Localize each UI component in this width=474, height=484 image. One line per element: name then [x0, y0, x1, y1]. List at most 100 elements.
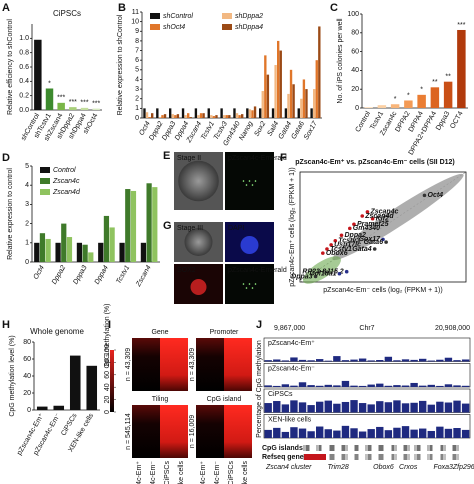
- heat-column: [238, 405, 252, 458]
- track-bar: [316, 426, 324, 438]
- tile-label: DAPI: [228, 225, 244, 232]
- point: [372, 247, 377, 251]
- bar: [235, 113, 239, 118]
- point-label: Gata4: [352, 246, 372, 253]
- colorbar: [110, 350, 114, 412]
- y-axis-label: pZscan4c-Em⁺ cells (log₂ (FPKM + 1)): [289, 167, 296, 286]
- annotation-row-label: Refseq genes: [262, 454, 308, 461]
- heat-column: [210, 338, 224, 391]
- y-tick-label: 1: [135, 105, 139, 112]
- track-bar: [453, 385, 461, 387]
- y-axis-label: Relative expression to control: [7, 168, 14, 260]
- track-bar: [393, 385, 401, 387]
- point-label: Sox17: [359, 236, 381, 243]
- bar: [146, 183, 152, 262]
- point: [344, 269, 349, 274]
- row-count: n = 16,009: [189, 415, 196, 448]
- column-label: CiPSCs: [164, 461, 171, 484]
- track-bar: [461, 359, 470, 362]
- bar: [228, 115, 231, 118]
- point: [321, 251, 325, 255]
- bar: [57, 102, 65, 110]
- bar: [169, 108, 172, 118]
- bar: [261, 91, 264, 118]
- y-tick-label: 20: [23, 390, 31, 397]
- x-tick-label: Zscan4: [135, 264, 153, 288]
- y-tick-label: 5: [25, 163, 29, 170]
- panel-title: Tiling: [152, 396, 169, 403]
- track-bar: [316, 385, 324, 387]
- track-bar: [393, 427, 401, 438]
- point-label: Gata6: [364, 239, 384, 246]
- track-bar: [264, 429, 272, 438]
- nucleus: [190, 279, 207, 295]
- legend-label: Control: [53, 167, 76, 174]
- track-bar: [290, 400, 298, 413]
- bar: [302, 79, 306, 118]
- point: [422, 193, 427, 198]
- bar: [212, 116, 216, 118]
- bar: [430, 87, 440, 108]
- gene-label: Zscan4 cluster: [265, 464, 312, 471]
- panel-title: CpG island: [207, 396, 242, 403]
- point-label: Dppa3: [291, 273, 313, 280]
- track-bar: [376, 383, 384, 387]
- bar: [457, 29, 466, 109]
- significance: *: [407, 92, 410, 99]
- y-tick-label: 0: [355, 105, 359, 112]
- significance: ***: [457, 22, 465, 29]
- track-bar: [350, 359, 358, 362]
- track-bar: [401, 385, 410, 387]
- y-tick-label: 0.6: [19, 64, 29, 71]
- track-bar: [461, 403, 470, 413]
- bar: [417, 94, 426, 108]
- bar: [274, 65, 277, 118]
- y-tick-label: 80: [351, 30, 359, 37]
- heat-column: [224, 338, 238, 391]
- bar: [194, 108, 198, 118]
- y-tick-label: 3: [135, 86, 139, 93]
- bar: [187, 113, 190, 118]
- x-tick-label: Control: [355, 110, 373, 133]
- point-label: Oct4: [428, 192, 444, 199]
- point: [381, 237, 385, 242]
- bar: [98, 242, 104, 262]
- legend-swatch: [40, 189, 50, 195]
- bar: [300, 98, 303, 118]
- y-tick-label: 0.0: [19, 107, 29, 114]
- point-label: Gm4340: [353, 225, 380, 232]
- column-label: pZscan4c-Em⁺: [200, 461, 207, 484]
- bar: [130, 190, 137, 262]
- column-label: XEN-like cells: [178, 461, 185, 484]
- track-bar: [436, 359, 444, 362]
- bar: [82, 244, 88, 262]
- point-label: Obox6: [326, 250, 348, 257]
- track-bar: [281, 384, 290, 387]
- bar: [34, 242, 40, 262]
- significance: *: [394, 96, 397, 103]
- point: [339, 233, 344, 238]
- colorbar-tick-label: 0: [104, 410, 111, 414]
- track-bar: [273, 385, 281, 387]
- track-bar: [419, 358, 427, 362]
- bar: [69, 107, 77, 110]
- bar: [202, 113, 205, 118]
- bar: [55, 242, 61, 262]
- track-bar: [461, 429, 470, 438]
- point: [333, 238, 338, 243]
- track-bar: [307, 360, 315, 362]
- track-bar: [427, 430, 435, 438]
- point-label: Dppa2: [345, 232, 367, 239]
- signal-dot: [248, 180, 251, 182]
- highlight: [304, 454, 326, 460]
- point-label: Pramef25: [357, 221, 389, 228]
- track-bar: [453, 360, 461, 362]
- plot-frame: [299, 171, 467, 283]
- bar: [305, 89, 308, 118]
- track-bar: [316, 359, 324, 362]
- track-bar: [281, 431, 290, 438]
- panel-letter: C: [330, 2, 338, 14]
- track-bar: [436, 401, 444, 413]
- point-label: Usp17lc: [334, 242, 361, 249]
- track-bar: [461, 385, 470, 387]
